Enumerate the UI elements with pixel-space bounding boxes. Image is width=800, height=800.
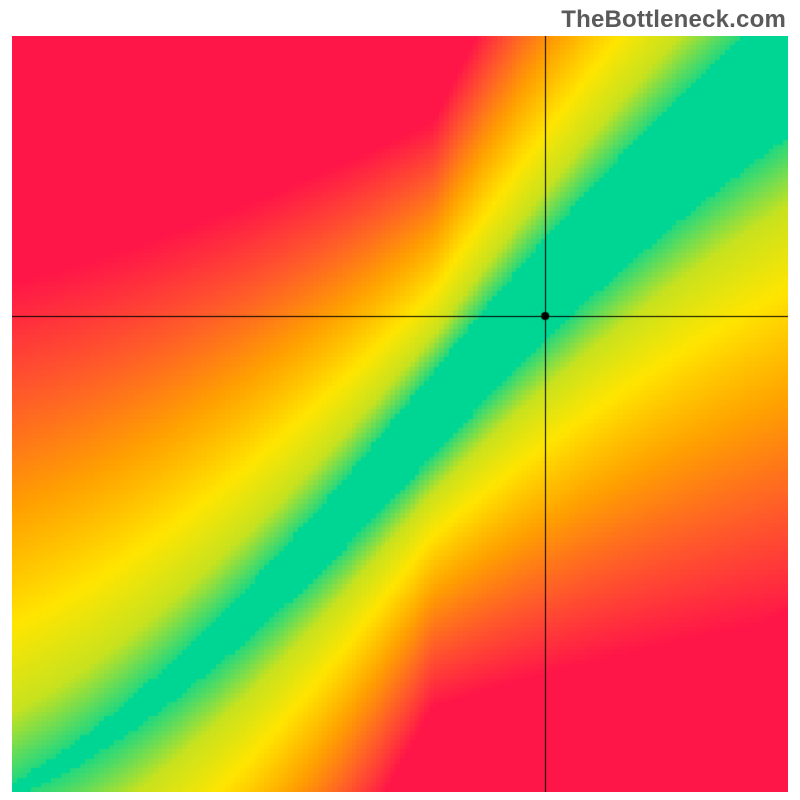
watermark-text: TheBottleneck.com xyxy=(561,6,786,34)
bottleneck-heatmap xyxy=(12,36,788,792)
heatmap-canvas xyxy=(12,36,788,792)
